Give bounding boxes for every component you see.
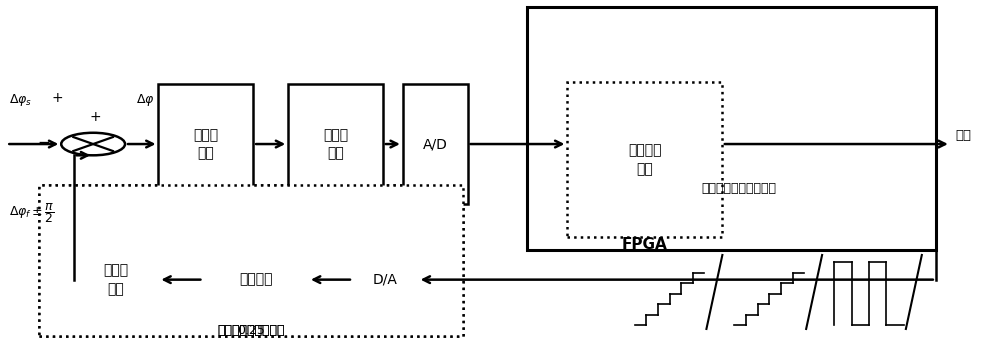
Text: $\Delta\varphi$: $\Delta\varphi$: [136, 92, 155, 108]
Text: 驱动电路: 驱动电路: [239, 273, 272, 286]
Text: +: +: [89, 110, 101, 124]
FancyBboxPatch shape: [567, 82, 722, 237]
Text: 方波调制及阶梯波反馈: 方波调制及阶梯波反馈: [702, 181, 777, 195]
Text: D/A: D/A: [373, 273, 398, 286]
Text: 调制及反馈执行单元: 调制及反馈执行单元: [217, 324, 284, 337]
Text: 前置放
大器: 前置放 大器: [323, 128, 348, 160]
Text: 调制及反馈执行单元: 调制及反馈执行单元: [217, 324, 284, 337]
Text: +: +: [51, 91, 63, 105]
Circle shape: [61, 133, 125, 155]
FancyBboxPatch shape: [203, 227, 308, 333]
Text: FPGA: FPGA: [622, 237, 667, 252]
Text: 光电探
测器: 光电探 测器: [193, 128, 218, 160]
Text: 0.25: 0.25: [237, 324, 265, 337]
Text: $\Delta\varphi_s$: $\Delta\varphi_s$: [9, 92, 33, 108]
Text: 相位调
制器: 相位调 制器: [104, 263, 129, 296]
FancyBboxPatch shape: [353, 227, 418, 333]
FancyBboxPatch shape: [39, 185, 463, 336]
Text: −: −: [37, 135, 50, 150]
FancyBboxPatch shape: [288, 84, 383, 204]
FancyBboxPatch shape: [527, 7, 936, 250]
FancyBboxPatch shape: [39, 185, 463, 336]
FancyBboxPatch shape: [403, 84, 468, 204]
Text: 信号处理
单元: 信号处理 单元: [628, 144, 661, 176]
Text: A/D: A/D: [423, 137, 448, 151]
Text: $\Delta\varphi_f\pm\dfrac{\pi}{2}$: $\Delta\varphi_f\pm\dfrac{\pi}{2}$: [9, 201, 55, 225]
FancyBboxPatch shape: [74, 227, 158, 333]
Text: 输出: 输出: [956, 129, 972, 142]
FancyBboxPatch shape: [158, 84, 253, 204]
